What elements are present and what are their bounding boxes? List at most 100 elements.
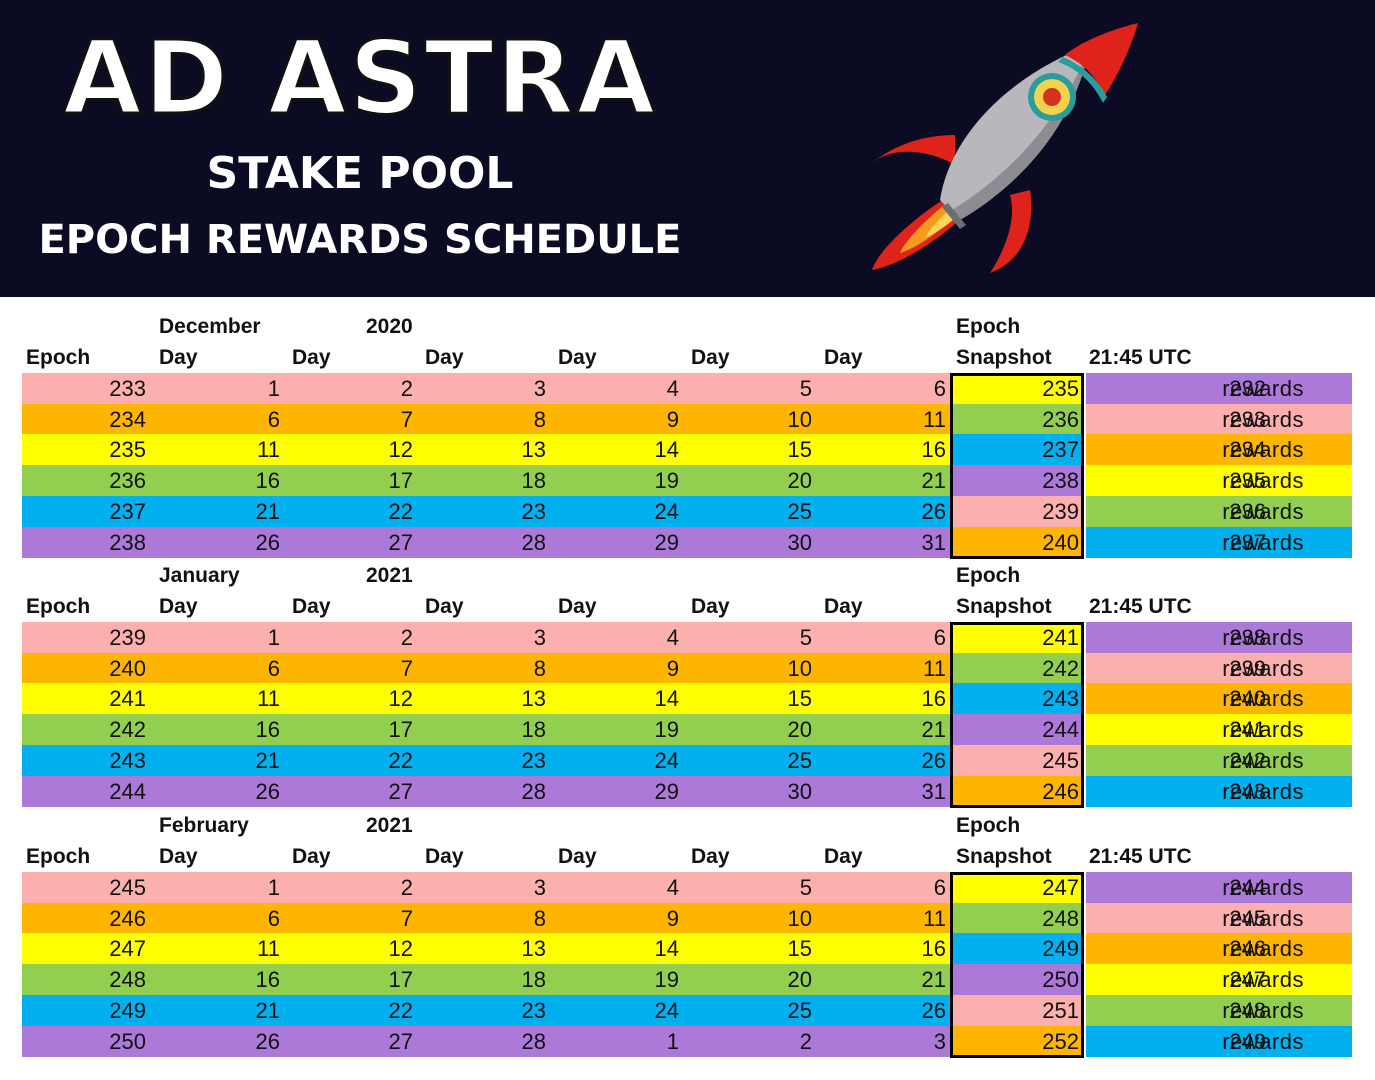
reward-cell: 240 rewards [1086, 683, 1352, 715]
epoch-cell: 240 [109, 655, 146, 681]
reward-label: rewards [1222, 625, 1304, 650]
snapshot-col-header: Snapshot [956, 595, 1052, 618]
day-col-header: Day [691, 346, 730, 369]
reward-label: rewards [1222, 406, 1304, 432]
day-cell: 16 [255, 468, 280, 494]
reward-label: rewards [1222, 437, 1304, 463]
day-cell: 14 [654, 437, 679, 463]
day-cell: 24 [654, 498, 679, 524]
reward-label: rewards [1222, 468, 1304, 494]
snapshot-frame [950, 622, 1084, 809]
epoch-cell: 236 [109, 468, 146, 494]
day-cell: 28 [521, 778, 546, 804]
day-col-header: Day [292, 845, 331, 868]
day-cell: 23 [521, 747, 546, 773]
day-cell: 18 [521, 717, 546, 743]
reward-label: rewards [1222, 686, 1304, 712]
row-band [22, 465, 950, 497]
reward-epoch: 243 [1229, 778, 1266, 804]
day-col-header: Day [425, 595, 464, 618]
day-col-header: Day [425, 346, 464, 369]
day-cell: 27 [388, 778, 413, 804]
reward-label: rewards [1222, 778, 1304, 804]
day-cell: 16 [255, 717, 280, 743]
day-cell: 12 [388, 437, 413, 463]
day-cell: 22 [388, 498, 413, 524]
month-section: January 2021 Epoch Epoch Day Day Day Day Day Day S… [22, 562, 1352, 812]
day-col-header: Day [159, 845, 198, 868]
day-cell: 5 [799, 625, 812, 650]
reward-label: rewards [1222, 967, 1304, 993]
day-col-header: Day [292, 346, 331, 369]
table-row: 242 16 17 18 19 20 21 244 241 rewards [22, 714, 1352, 746]
day-cell: 21 [255, 498, 280, 524]
day-cell: 12 [388, 686, 413, 712]
day-cell: 27 [388, 1028, 413, 1054]
epoch-cell: 244 [109, 778, 146, 804]
day-cell: 26 [921, 997, 946, 1023]
day-col-header: Day [159, 346, 198, 369]
reward-epoch: 244 [1229, 875, 1266, 900]
reward-epoch: 237 [1229, 529, 1266, 555]
snapshot-epoch-label: Epoch [956, 564, 1021, 587]
day-cell: 21 [255, 997, 280, 1023]
snapshot-cell: 242 [950, 652, 1084, 684]
month-label: December [159, 315, 261, 338]
day-cell: 13 [521, 936, 546, 962]
day-col-header: Day [691, 845, 730, 868]
year-label: 2021 [366, 564, 413, 587]
snapshot-epoch-label: Epoch [956, 814, 1021, 837]
day-cell: 26 [921, 498, 946, 524]
day-cell: 5 [799, 376, 812, 401]
pool-subtitle: STAKE POOL [206, 148, 514, 199]
table-row: 237 21 22 23 24 25 26 239 236 rewards [22, 495, 1352, 527]
reward-label: rewards [1222, 498, 1304, 524]
reward-epoch: 247 [1229, 967, 1266, 993]
time-col-header: 21:45 UTC [1089, 845, 1192, 868]
epoch-cell: 243 [109, 747, 146, 773]
epoch-cell: 242 [109, 717, 146, 743]
day-cell: 1 [267, 625, 280, 650]
reward-cell: 241 rewards [1086, 714, 1352, 746]
day-cell: 18 [521, 468, 546, 494]
day-cell: 21 [921, 468, 946, 494]
day-col-header: Day [558, 595, 597, 618]
reward-cell: 249 rewards [1086, 1025, 1352, 1057]
table-row: 248 16 17 18 19 20 21 250 247 rewards [22, 964, 1352, 996]
day-cell: 11 [923, 406, 946, 432]
snapshot-cell: 240 [950, 526, 1084, 558]
row-band [22, 775, 950, 807]
reward-epoch: 238 [1229, 625, 1266, 650]
row-band [22, 872, 950, 903]
month-section: December 2020 Epoch Epoch Day Day Day Day Day Day… [22, 313, 1352, 563]
day-cell: 20 [787, 717, 812, 743]
day-cell: 11 [923, 655, 946, 681]
epoch-cell: 246 [109, 905, 146, 931]
snapshot-cell: 239 [950, 495, 1084, 527]
reward-epoch: 239 [1229, 655, 1266, 681]
epoch-cell: 234 [109, 406, 146, 432]
row-band [22, 964, 950, 996]
day-cell: 4 [666, 625, 679, 650]
rocket-icon [870, 23, 1138, 273]
year-label: 2021 [366, 814, 413, 837]
day-cell: 8 [533, 905, 546, 931]
reward-cell: 238 rewards [1086, 622, 1352, 653]
day-cell: 11 [257, 437, 280, 463]
month-label: February [159, 814, 249, 837]
snapshot-cell: 252 [950, 1025, 1084, 1057]
row-band [22, 652, 950, 684]
day-cell: 15 [787, 437, 812, 463]
row-band [22, 434, 950, 466]
reward-epoch: 232 [1229, 376, 1266, 401]
row-band [22, 902, 950, 934]
snapshot-cell: 251 [950, 994, 1084, 1026]
table-row: 238 26 27 28 29 30 31 240 237 rewards [22, 526, 1352, 558]
reward-label: rewards [1222, 655, 1304, 681]
row-band [22, 714, 950, 746]
row-band [22, 622, 950, 653]
day-cell: 16 [921, 437, 946, 463]
day-cell: 19 [654, 717, 679, 743]
day-cell: 9 [666, 905, 679, 931]
reward-cell: 246 rewards [1086, 933, 1352, 965]
